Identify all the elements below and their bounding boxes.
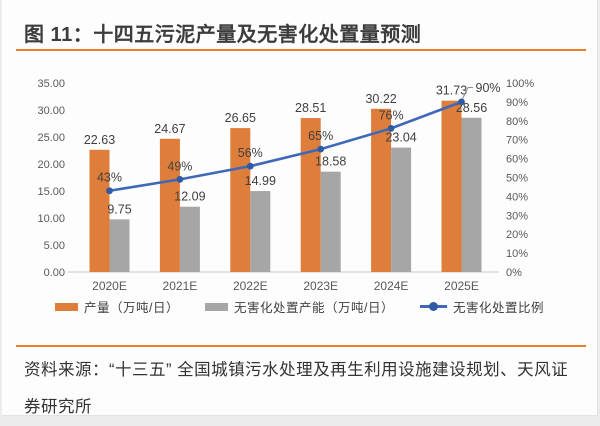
svg-text:24.67: 24.67: [154, 122, 185, 136]
svg-text:25.00: 25.00: [37, 132, 65, 144]
svg-text:18.58: 18.58: [315, 155, 346, 169]
figure-card: 图 11：十四五污泥产量及无害化处置量预测 35.00 30.00 25.00 20.…: [2, 0, 598, 416]
svg-text:49%: 49%: [167, 159, 192, 173]
svg-text:9.75: 9.75: [107, 202, 131, 216]
source-note: 资料来源：“十三五” 全国城镇污水处理及再生利用设施建设规划、天风证券研究所: [24, 361, 569, 416]
svg-text:50%: 50%: [506, 173, 528, 185]
svg-text:90%: 90%: [476, 81, 501, 95]
svg-text:28.51: 28.51: [295, 101, 326, 115]
svg-text:30.00: 30.00: [37, 105, 65, 117]
svg-text:31.73: 31.73: [436, 84, 467, 98]
svg-text:2022E: 2022E: [233, 279, 268, 293]
svg-text:2023E: 2023E: [303, 279, 338, 293]
svg-text:30.22: 30.22: [365, 92, 396, 106]
svg-text:23.04: 23.04: [385, 131, 416, 145]
svg-text:15.00: 15.00: [37, 186, 65, 198]
legend-label: 产量（万吨/日）: [84, 301, 179, 315]
x-axis-labels: 2020E 2021E 2022E 2023E 2024E 2025E: [92, 279, 479, 293]
svg-text:70%: 70%: [506, 135, 528, 147]
svg-text:30%: 30%: [506, 210, 528, 222]
legend-label: 无害化处置产能（万吨/日）: [233, 301, 394, 315]
legend-item-2: 无害化处置比例: [419, 297, 544, 316]
legend-label: 无害化处置比例: [452, 301, 544, 315]
legend-line-swatch: [419, 302, 447, 311]
svg-text:2020E: 2020E: [92, 279, 127, 293]
legend-item-0: 产量（万吨/日）: [55, 297, 179, 316]
ratio-labels: 43% 49% 56% 65% 76% 90%: [97, 81, 501, 185]
legend-line-marker: [428, 302, 438, 311]
legend-item-1: 无害化处置产能（万吨/日）: [204, 297, 394, 316]
svg-text:20.00: 20.00: [37, 159, 65, 171]
svg-text:2024E: 2024E: [374, 279, 409, 293]
svg-text:10.00: 10.00: [37, 213, 65, 225]
combo-chart: 35.00 30.00 25.00 20.00 15.00 10.00 5.00 0.00 10…: [37, 78, 534, 293]
source-divider: [16, 345, 586, 347]
title-divider: [16, 49, 586, 51]
legend-bar-swatch: [55, 302, 78, 311]
svg-text:2025E: 2025E: [444, 279, 479, 293]
chart-legend: 产量（万吨/日） 无害化处置产能（万吨/日） 无害化处置比例: [32, 297, 567, 316]
svg-text:100%: 100%: [506, 78, 534, 90]
svg-text:5.00: 5.00: [44, 240, 65, 252]
svg-text:80%: 80%: [506, 116, 528, 128]
right-axis: 100% 90% 80% 70% 60% 50% 40% 30% 20% 10% 0%: [506, 78, 534, 279]
svg-text:14.99: 14.99: [245, 174, 276, 188]
svg-text:26.65: 26.65: [225, 111, 256, 125]
svg-text:40%: 40%: [506, 191, 528, 203]
svg-text:2021E: 2021E: [163, 279, 198, 293]
svg-text:10%: 10%: [506, 248, 528, 260]
svg-text:20%: 20%: [506, 229, 528, 241]
bar-series-0: [89, 100, 462, 273]
svg-text:56%: 56%: [238, 146, 263, 160]
svg-text:35.00: 35.00: [37, 78, 65, 90]
ratio-line: [106, 98, 465, 195]
left-axis: 35.00 30.00 25.00 20.00 15.00 10.00 5.00 0.00: [37, 78, 65, 279]
svg-text:0.00: 0.00: [44, 267, 65, 279]
chart-area: 35.00 30.00 25.00 20.00 15.00 10.00 5.00 0.00 10…: [2, 0, 600, 340]
bar-series-1: [109, 117, 482, 272]
legend-bar-swatch: [204, 302, 228, 311]
svg-text:43%: 43%: [97, 171, 122, 185]
bar-labels-0: 22.63 24.67 26.65 28.51 30.22 31.73: [84, 84, 467, 147]
svg-text:0%: 0%: [506, 267, 522, 279]
svg-text:60%: 60%: [506, 154, 528, 166]
svg-text:22.63: 22.63: [84, 133, 115, 147]
figure-title: 图 11：十四五污泥产量及无害化处置量预测: [24, 24, 422, 46]
svg-text:65%: 65%: [308, 129, 333, 143]
svg-text:12.09: 12.09: [174, 190, 205, 204]
svg-text:90%: 90%: [506, 97, 528, 109]
svg-text:76%: 76%: [379, 108, 404, 122]
